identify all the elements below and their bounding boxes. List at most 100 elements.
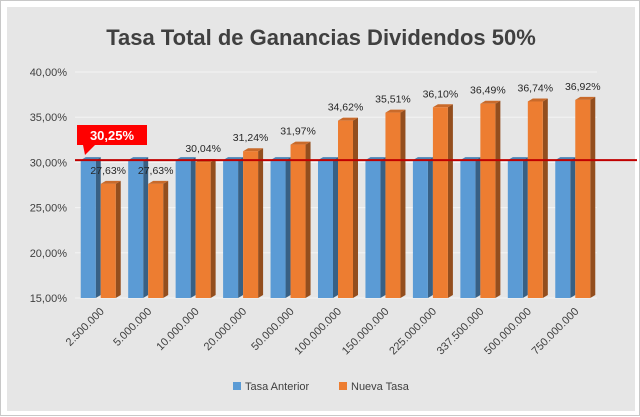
bar-tasa-anterior [365,157,386,298]
x-tick-label: 50.000.000 [249,306,296,353]
bar-nueva-tasa-side [353,117,358,299]
bar-nueva-tasa-side [258,148,264,298]
bar-tasa-anterior-front [223,160,239,298]
bar-nueva-tasa [338,117,358,299]
data-label: 36,10% [423,88,459,100]
bar-nueva-tasa [385,109,406,298]
bar-tasa-anterior-front [318,160,333,298]
data-label: 36,92% [565,81,601,93]
bar-nueva-tasa-side [305,141,311,298]
y-tick-label: 30,00% [30,157,68,169]
bar-tasa-anterior-side [285,157,291,298]
bar-tasa-anterior [128,157,149,298]
x-tick-label: 5.000.000 [111,306,154,349]
bar-nueva-tasa [480,100,501,298]
bar-nueva-tasa-front [100,183,116,298]
bar-nueva-tasa-top [432,104,453,108]
bar-nueva-tasa-front [480,103,496,298]
bar-nueva-tasa-top [480,100,501,104]
bar-nueva-tasa-top [243,148,264,152]
bar-nueva-tasa-side [542,98,548,298]
data-label: 31,97% [280,126,316,138]
bar-tasa-anterior [507,157,528,298]
x-tick-label: 750.000.000 [530,306,582,358]
bar-tasa-anterior [223,157,244,298]
x-tick-label: 100.000.000 [292,306,344,358]
bar-nueva-tasa-front [148,183,164,298]
bar-tasa-anterior [80,157,101,298]
bar-tasa-anterior-front [365,160,381,298]
data-label: 34,62% [328,102,364,114]
bar-tasa-anterior-front [412,160,428,298]
callout-label: 30,25% [90,128,135,143]
bar-nueva-tasa [290,141,311,298]
legend-swatch [233,382,241,390]
bar-tasa-anterior-side [570,157,576,298]
data-label: 35,51% [375,94,411,106]
y-tick-label: 15,00% [30,293,68,305]
bar-nueva-tasa [100,180,121,298]
bar-nueva-tasa-top [385,109,406,113]
bar-tasa-anterior [318,157,338,298]
bar-nueva-tasa-front [575,99,591,298]
bar-nueva-tasa-side [590,96,596,298]
bar-tasa-anterior-front [270,160,286,298]
legend: Tasa Anterior Nueva Tasa [233,381,410,393]
bar-nueva-tasa-front [338,120,353,299]
bar-tasa-anterior-front [555,160,571,298]
bar-nueva-tasa [527,98,548,298]
bar-nueva-tasa [575,96,596,298]
reference-callout: 30,25% [77,125,147,155]
x-tick-label: 10.000.000 [154,306,201,353]
bar-tasa-anterior-side [380,157,386,298]
bar-nueva-tasa-front [432,107,448,298]
legend-swatch [339,382,347,390]
x-tick-label: 20.000.000 [202,306,249,353]
data-label: 27,63% [138,165,174,177]
bar-tasa-anterior [175,157,196,298]
y-tick-label: 20,00% [30,248,68,260]
y-tick-label: 40,00% [30,67,68,79]
x-tick-label: 500.000.000 [482,306,534,358]
bar-nueva-tasa-front [290,144,306,298]
bar-tasa-anterior-side [190,157,196,298]
bar-nueva-tasa-top [290,141,311,145]
bar-nueva-tasa [195,159,216,298]
bar-nueva-tasa [148,180,169,298]
bar-nueva-tasa-side [115,180,121,298]
bar-tasa-anterior-front [175,160,191,298]
bar-nueva-tasa [243,148,264,298]
bar-nueva-tasa-front [527,101,543,298]
y-tick-label: 35,00% [30,112,68,124]
bar-nueva-tasa [432,104,453,298]
bar-nueva-tasa-top [338,117,358,121]
legend-label: Nueva Tasa [351,381,410,393]
data-label: 36,49% [470,85,506,97]
data-label: 31,24% [233,132,269,144]
x-tick-label: 337.500.000 [435,306,487,358]
bar-nueva-tasa-top [148,180,169,184]
bar-tasa-anterior-front [80,160,96,298]
bar-nueva-tasa-side [210,159,216,298]
bar-tasa-anterior-side [238,157,244,298]
bar-tasa-anterior-front [460,160,476,298]
x-tick-label: 150.000.000 [340,306,392,358]
bar-nueva-tasa-side [163,180,169,298]
data-label: 27,63% [90,165,126,177]
chart-title: Tasa Total de Ganancias Dividendos 50% [106,25,536,50]
bar-nueva-tasa-side [495,100,501,298]
bar-tasa-anterior-front [128,160,144,298]
bar-nueva-tasa-front [243,151,259,298]
bar-tasa-anterior-side [522,157,528,298]
y-tick-label: 25,00% [30,203,68,215]
x-tick-label: 225.000.000 [387,306,439,358]
bar-tasa-anterior-side [475,157,481,298]
data-label: 36,74% [518,82,554,94]
bar-nueva-tasa-front [195,162,211,298]
bar-tasa-anterior [460,157,481,298]
callout-box [77,125,147,155]
legend-label: Tasa Anterior [245,381,310,393]
bar-tasa-anterior-side [143,157,149,298]
